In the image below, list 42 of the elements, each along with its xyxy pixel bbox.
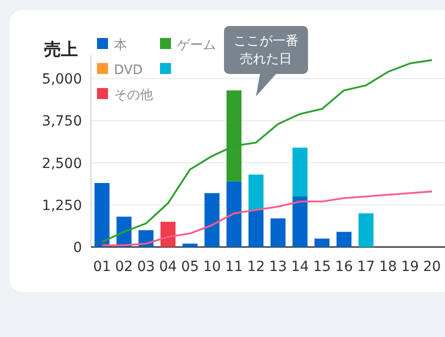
- bar: [358, 213, 374, 247]
- x-tick-label: 12: [247, 259, 265, 275]
- legend-label: DVD: [114, 63, 143, 78]
- y-tick-label: 0: [73, 240, 82, 256]
- x-tick-label: 05: [181, 259, 199, 275]
- line-series: [101, 190, 433, 246]
- y-tick-label: 3,750: [42, 114, 82, 130]
- bar: [226, 181, 242, 247]
- x-tick-label: 02: [115, 259, 133, 275]
- x-tick-label: 01: [93, 259, 111, 275]
- bar: [226, 90, 242, 182]
- bar: [204, 193, 220, 247]
- x-tick-label: 20: [423, 259, 441, 275]
- x-tick-label: 17: [357, 259, 375, 275]
- x-tick-label: 15: [313, 259, 331, 275]
- bar: [292, 148, 308, 196]
- bar: [270, 218, 286, 247]
- x-tick-label: 18: [379, 259, 397, 275]
- y-tick-label: 5,000: [42, 72, 82, 88]
- x-tick-label: 03: [137, 259, 155, 275]
- legend-label: その他: [114, 88, 153, 103]
- y-tick-label: 2,500: [42, 156, 82, 172]
- bar: [292, 196, 308, 247]
- annotation: ここが一番売れた日: [234, 34, 298, 67]
- x-tick-label: 16: [335, 259, 353, 275]
- bar: [248, 174, 264, 210]
- bar: [248, 210, 264, 247]
- x-tick-label: 13: [269, 259, 287, 275]
- bar: [336, 232, 352, 247]
- chart-title: 売上: [44, 40, 78, 60]
- x-tick-label: 19: [401, 259, 419, 275]
- legend-label: 本: [114, 38, 127, 53]
- x-tick-label: 14: [291, 259, 309, 275]
- legend-label: ゲーム: [177, 38, 216, 53]
- x-tick-label: 11: [225, 259, 243, 275]
- x-tick-label: 10: [203, 259, 221, 275]
- bar: [182, 244, 198, 247]
- bar: [160, 222, 176, 247]
- y-tick-label: 1,250: [42, 198, 82, 214]
- bar: [314, 238, 330, 247]
- x-tick-label: 04: [159, 259, 177, 275]
- bar: [94, 183, 110, 247]
